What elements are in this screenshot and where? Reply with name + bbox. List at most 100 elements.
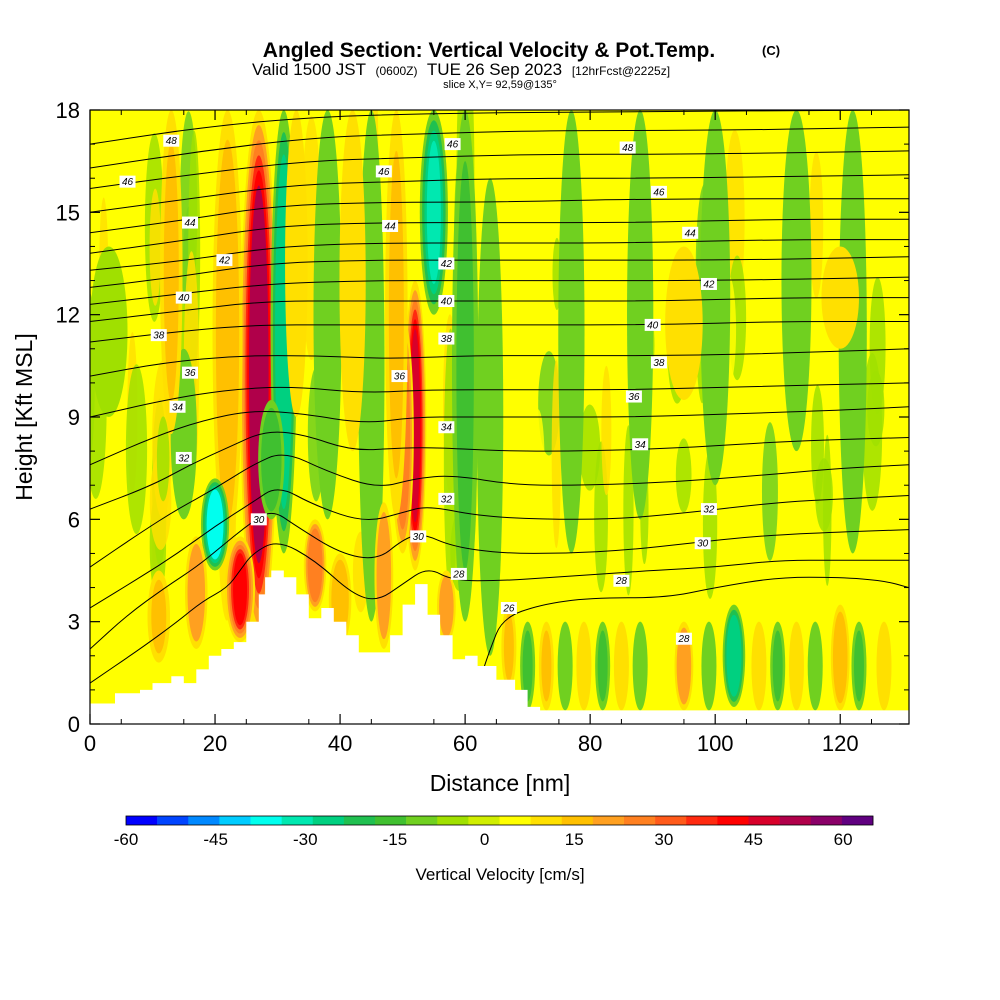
velocity-streak — [761, 422, 778, 561]
colorbar-swatch — [281, 816, 314, 825]
contour-label-bg — [150, 329, 167, 342]
colorbar-swatch — [312, 816, 345, 825]
velocity-streak — [125, 364, 148, 535]
contour-label: 32 — [178, 453, 190, 464]
velocity-cell — [339, 110, 366, 452]
contour-label: 36 — [628, 392, 640, 403]
theta-contour-line — [90, 276, 909, 305]
velocity-cell — [878, 630, 889, 702]
contour-label-bg — [438, 257, 455, 270]
contour-label-bg — [375, 165, 392, 178]
velocity-field — [90, 110, 909, 724]
contour-label: 44 — [685, 228, 697, 239]
y-tick-label: 9 — [68, 405, 80, 430]
theta-contour-line — [90, 431, 909, 510]
velocity-streak — [149, 188, 161, 306]
velocity-streak — [156, 416, 170, 502]
contour-label-bg — [182, 366, 199, 379]
contour-label: 46 — [122, 177, 134, 188]
velocity-cell — [441, 580, 452, 633]
contour-label: 36 — [394, 372, 406, 383]
theta-contour-line — [90, 543, 909, 684]
contour-label: 38 — [653, 358, 665, 369]
colorbar-swatch — [343, 816, 376, 825]
contour-label: 42 — [219, 256, 231, 267]
contour-label: 26 — [502, 604, 515, 615]
x-tick-label: 120 — [822, 731, 859, 756]
contour-label-bg — [632, 438, 649, 451]
colorbar-tick-label: -15 — [383, 830, 408, 849]
velocity-cell — [333, 565, 347, 634]
slice-label: slice X,Y= 92,59@135° — [443, 79, 557, 91]
contour-label: 38 — [153, 331, 165, 342]
theta-contour-line — [90, 256, 909, 288]
velocity-cell — [219, 169, 236, 495]
x-tick-label: 60 — [453, 731, 477, 756]
theta-contours — [90, 110, 909, 687]
contour-label-bg — [644, 318, 661, 331]
colorbar-swatch — [437, 816, 469, 825]
velocity-streak — [809, 151, 824, 299]
y-tick-label: 12 — [56, 303, 80, 328]
velocity-streak — [675, 438, 692, 513]
theta-contour-line — [90, 239, 909, 271]
velocity-cell — [208, 493, 222, 556]
colorbar-frame — [125, 815, 874, 826]
x-tick-label: 20 — [203, 731, 227, 756]
velocity-cell — [426, 140, 441, 284]
colorbar-swatch — [126, 816, 158, 825]
contour-label: 34 — [172, 402, 184, 413]
contour-label: 46 — [447, 140, 459, 151]
velocity-cell — [541, 630, 552, 702]
contour-label: 30 — [697, 539, 709, 550]
theta-contour-line — [90, 406, 909, 466]
y-tick-label: 3 — [68, 610, 80, 635]
colorbar-swatch — [375, 816, 407, 825]
contour-label-bg — [613, 574, 630, 587]
contour-label: 42 — [703, 279, 715, 290]
theta-contour-line — [477, 576, 909, 687]
velocity-cell — [678, 633, 690, 699]
velocity-cell — [362, 161, 381, 571]
colorbar-swatch — [530, 816, 563, 825]
contour-label-bg — [119, 175, 136, 188]
contour-label: 44 — [385, 221, 397, 232]
contour-label-bg — [438, 332, 455, 345]
theta-contour-line — [90, 174, 909, 213]
colorbar-swatch — [499, 816, 531, 825]
chart-title: Angled Section: Vertical Velocity & Pot.… — [263, 39, 715, 62]
colorbar-swatch — [468, 816, 500, 825]
velocity-cell — [388, 150, 404, 479]
contour-label: 30 — [253, 515, 265, 526]
velocity-cell — [835, 618, 846, 697]
velocity-cell — [616, 630, 627, 702]
theta-contour-line — [90, 297, 909, 322]
theta-contour-line — [90, 512, 909, 650]
velocity-cell — [810, 630, 821, 702]
contour-label: 28 — [615, 576, 628, 587]
velocity-cell — [560, 630, 571, 702]
x-tick-label: 0 — [84, 731, 96, 756]
contour-label-bg — [250, 513, 267, 526]
velocity-cell — [378, 521, 390, 630]
y-tick-label: 6 — [68, 507, 80, 532]
colorbar-tick-label: 60 — [834, 830, 853, 849]
contour-label-bg — [650, 356, 667, 369]
subtitle-date: TUE 26 Sep 2023 — [427, 60, 562, 79]
velocity-cell — [90, 246, 128, 417]
velocity-streak — [601, 365, 612, 496]
contour-label: 40 — [178, 293, 190, 304]
colorbar-swatch — [406, 816, 438, 825]
velocity-streak — [551, 359, 561, 549]
x-tick-label: 80 — [578, 731, 602, 756]
velocity-cell — [264, 415, 279, 504]
y-axis-label: Height [Kft MSL] — [11, 333, 37, 500]
colorbar-label: Vertical Velocity [cm/s] — [415, 865, 584, 884]
velocity-cell — [309, 533, 321, 598]
subtitle-valid-time: Valid 1500 JST — [252, 60, 366, 79]
contour-label-bg — [450, 567, 467, 580]
colorbar-tick-label: -60 — [114, 830, 139, 849]
colorbar-swatch — [810, 816, 843, 825]
